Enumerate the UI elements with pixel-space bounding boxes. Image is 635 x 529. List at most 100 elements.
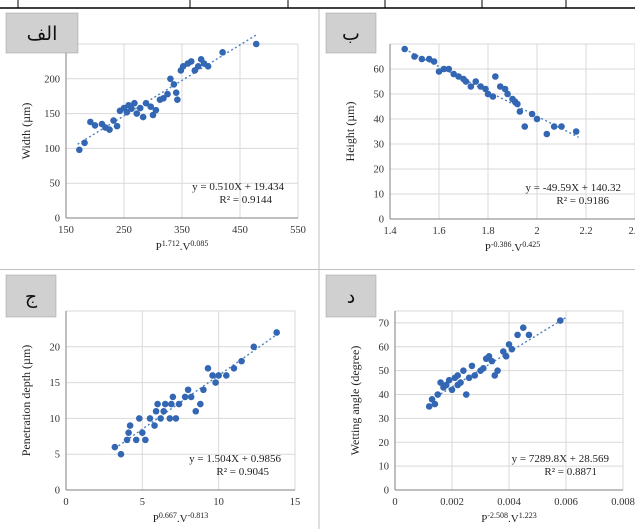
x-tick-label: 450 bbox=[232, 225, 248, 236]
y-tick-label: 0 bbox=[384, 486, 389, 497]
y-axis-label: Wetting angle (degree) bbox=[348, 346, 362, 456]
data-point bbox=[160, 94, 167, 102]
data-point bbox=[492, 73, 499, 80]
data-point bbox=[117, 450, 125, 458]
r-squared: R² = 0.9144 bbox=[219, 194, 272, 206]
y-tick-label: 60 bbox=[379, 342, 390, 353]
data-point bbox=[149, 111, 157, 119]
data-point bbox=[126, 422, 134, 429]
data-point bbox=[110, 117, 117, 124]
data-point bbox=[250, 343, 258, 351]
r-squared: R² = 0.9045 bbox=[216, 466, 269, 478]
data-point bbox=[448, 386, 456, 394]
y-tick-label: 40 bbox=[379, 390, 390, 401]
data-point bbox=[450, 70, 457, 78]
data-point bbox=[133, 110, 141, 117]
data-point bbox=[504, 90, 511, 98]
data-point bbox=[428, 396, 436, 403]
data-point bbox=[572, 128, 580, 135]
chart-panel-3: 0 5 10 15 0 5 10 15 20 Penetration depth (µm) P0.6… bbox=[5, 274, 301, 525]
data-point bbox=[543, 130, 551, 138]
data-point bbox=[168, 400, 175, 408]
x-tick-label: 550 bbox=[290, 225, 306, 236]
data-point bbox=[212, 379, 219, 386]
data-point bbox=[238, 357, 245, 365]
x-tick-label: 0.006 bbox=[554, 497, 578, 508]
x-tick-label: 0.004 bbox=[497, 497, 521, 508]
y-tick-label: 0 bbox=[55, 486, 60, 497]
data-point bbox=[169, 393, 177, 401]
y-tick-label: 70 bbox=[379, 318, 390, 329]
data-point bbox=[533, 115, 541, 123]
data-point bbox=[123, 436, 131, 444]
x-tick-label: 1.4 bbox=[383, 226, 397, 237]
data-point bbox=[489, 93, 497, 100]
data-point bbox=[462, 391, 470, 398]
x-tick-label: 0.002 bbox=[440, 497, 464, 508]
data-point bbox=[501, 85, 509, 93]
data-point bbox=[111, 443, 119, 451]
data-point bbox=[152, 407, 160, 415]
x-axis-label: P0.667.V-0.813 bbox=[153, 511, 209, 525]
y-tick-label: 10 bbox=[374, 190, 385, 201]
data-point bbox=[418, 55, 426, 63]
data-point bbox=[215, 372, 222, 379]
data-point bbox=[502, 353, 510, 360]
x-tick-label: 1.8 bbox=[481, 226, 494, 237]
x-tick-label: 15 bbox=[290, 497, 301, 508]
data-point bbox=[197, 400, 204, 408]
data-point bbox=[557, 317, 564, 324]
r-squared: R² = 0.9186 bbox=[556, 195, 609, 207]
data-point bbox=[519, 324, 527, 332]
data-point bbox=[411, 53, 418, 60]
data-point bbox=[136, 104, 144, 112]
y-tick-label: 5 bbox=[55, 450, 60, 461]
x-tick-label: 2 bbox=[534, 226, 539, 237]
data-point bbox=[230, 364, 238, 372]
data-point bbox=[76, 146, 83, 154]
panel-tag-label: ج bbox=[25, 286, 38, 308]
x-tick-label: 1.6 bbox=[432, 226, 445, 237]
table-border-strip bbox=[0, 0, 635, 9]
r-squared: R² = 0.8871 bbox=[544, 466, 597, 478]
x-axis-label: P1.712.V0.085 bbox=[156, 239, 209, 253]
y-tick-label: 150 bbox=[44, 109, 60, 120]
data-point bbox=[273, 329, 280, 336]
data-point bbox=[187, 58, 195, 65]
data-point bbox=[550, 123, 558, 130]
x-tick-label: 10 bbox=[213, 497, 224, 508]
data-point bbox=[174, 96, 181, 103]
y-tick-label: 20 bbox=[374, 165, 385, 176]
data-point bbox=[106, 126, 113, 133]
data-point bbox=[401, 45, 408, 53]
data-point bbox=[151, 422, 158, 429]
panel-tag-label: د bbox=[347, 286, 355, 308]
x-tick-label: 350 bbox=[174, 225, 190, 236]
data-point bbox=[113, 122, 121, 130]
data-point bbox=[488, 357, 496, 365]
data-point bbox=[435, 68, 443, 75]
data-point bbox=[508, 345, 516, 353]
y-tick-label: 0 bbox=[55, 214, 60, 225]
y-tick-label: 50 bbox=[374, 90, 385, 101]
x-axis-label: P-0.386.V0.425 bbox=[485, 240, 541, 254]
panel-tag-box bbox=[325, 274, 377, 318]
data-point bbox=[494, 367, 501, 374]
data-point bbox=[558, 123, 565, 130]
data-point bbox=[500, 348, 507, 355]
data-point bbox=[472, 78, 480, 85]
regression-equation: y = 0.510X + 19.434 bbox=[192, 181, 284, 193]
x-tick-label: 2.4 bbox=[628, 226, 635, 237]
data-point bbox=[170, 81, 178, 88]
data-point bbox=[184, 386, 192, 394]
data-point bbox=[187, 393, 195, 401]
data-point bbox=[146, 415, 154, 422]
chart-panel-4: 0 0.002 0.004 0.006 0.008 0 10 20 30 40 50 60 70 Wett… bbox=[325, 274, 635, 525]
data-point bbox=[142, 99, 150, 107]
y-tick-label: 0 bbox=[379, 215, 384, 226]
data-point bbox=[252, 40, 260, 48]
data-point bbox=[181, 393, 189, 401]
y-tick-label: 20 bbox=[379, 438, 390, 449]
data-point bbox=[477, 83, 484, 90]
data-point bbox=[209, 372, 216, 379]
